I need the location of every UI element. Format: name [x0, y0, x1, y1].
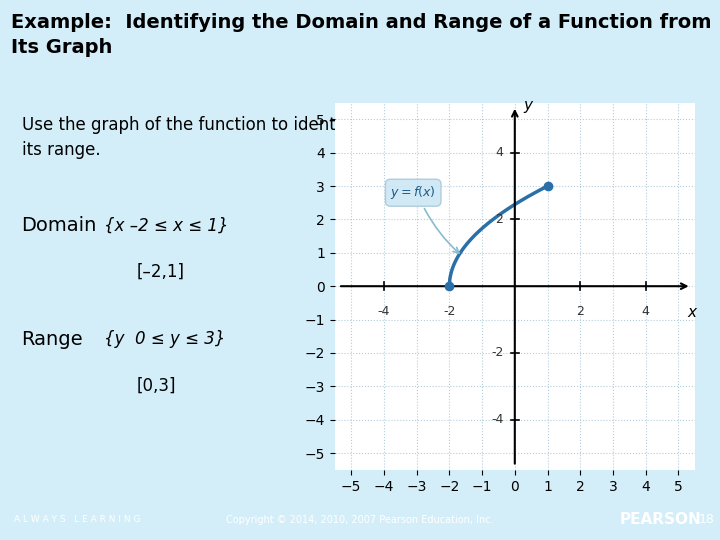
Text: 4: 4 [495, 146, 503, 159]
Text: x: x [687, 305, 696, 320]
Text: 18: 18 [698, 513, 714, 526]
Text: -4: -4 [378, 305, 390, 318]
Text: PEARSON: PEARSON [619, 512, 701, 527]
Text: -4: -4 [491, 413, 503, 426]
Text: {y  0 ≤ y ≤ 3}: {y 0 ≤ y ≤ 3} [104, 330, 226, 348]
Text: [–2,1]: [–2,1] [137, 263, 185, 281]
Text: Use the graph of the function to identify its domain and
its range.: Use the graph of the function to identif… [22, 116, 485, 159]
Text: 2: 2 [495, 213, 503, 226]
Text: 4: 4 [642, 305, 649, 318]
Text: A L W A Y S   L E A R N I N G: A L W A Y S L E A R N I N G [14, 515, 141, 524]
Text: -2: -2 [443, 305, 456, 318]
Text: -2: -2 [491, 347, 503, 360]
Text: y: y [523, 98, 532, 113]
Text: $y = f(x)$: $y = f(x)$ [390, 184, 436, 201]
Text: [0,3]: [0,3] [137, 377, 176, 395]
Text: Range: Range [22, 330, 84, 349]
Text: 2: 2 [576, 305, 584, 318]
Text: Domain: Domain [22, 216, 97, 235]
Text: {x –2 ≤ x ≤ 1}: {x –2 ≤ x ≤ 1} [104, 217, 229, 235]
Text: Example:  Identifying the Domain and Range of a Function from
Its Graph: Example: Identifying the Domain and Rang… [11, 14, 711, 57]
Text: Copyright © 2014, 2010, 2007 Pearson Education, Inc.: Copyright © 2014, 2010, 2007 Pearson Edu… [226, 515, 494, 525]
